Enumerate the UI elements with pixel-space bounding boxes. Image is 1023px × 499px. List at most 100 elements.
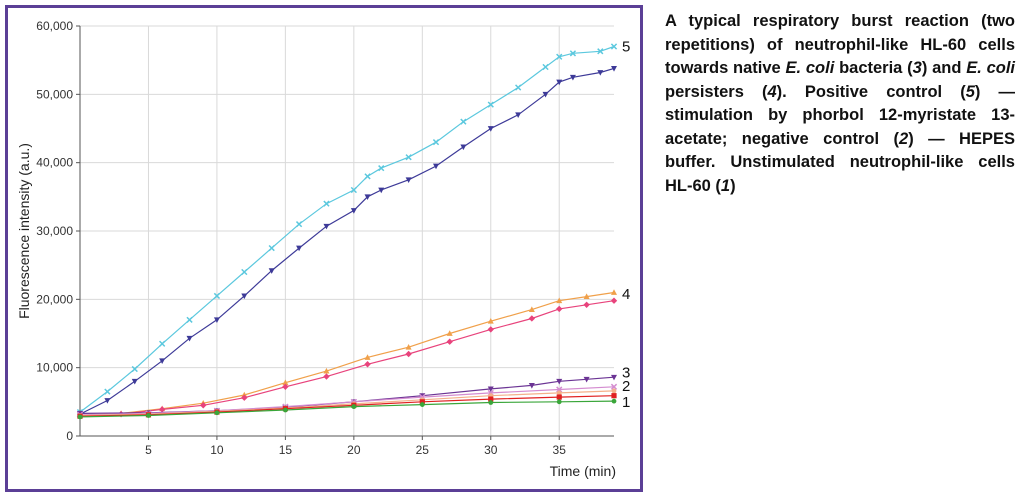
x-tick-label: 5	[145, 443, 152, 457]
data-point	[611, 398, 617, 404]
data-point	[268, 244, 275, 252]
data-point	[542, 63, 549, 71]
caption-text: ) — HEPES buffer. Unstimulated neutrophi…	[665, 129, 1015, 195]
data-point	[405, 343, 412, 350]
fluorescence-chart: 5 10 15 20 25 30 35010,00020,00030,00040,00050…	[16, 19, 630, 479]
data-point	[323, 200, 330, 207]
data-point	[597, 48, 604, 55]
data-point	[610, 383, 618, 390]
series-line	[79, 67, 615, 415]
data-point	[378, 165, 385, 172]
data-point	[528, 383, 535, 389]
x-axis-title: Time (min)	[550, 463, 616, 479]
caption-text: ) and	[921, 59, 967, 77]
caption-text: A typical respiratory burst reaction (tw…	[665, 12, 1015, 77]
y-tick-label: 20,000	[36, 292, 73, 306]
data-point	[282, 379, 289, 386]
caption-text: )	[730, 176, 736, 195]
data-point	[77, 414, 83, 420]
data-point	[241, 394, 248, 401]
data-point	[131, 378, 138, 385]
data-point	[433, 163, 439, 170]
data-point	[556, 79, 563, 86]
x-tick-label: 35	[553, 443, 567, 457]
data-point	[611, 393, 617, 399]
data-point	[419, 402, 425, 407]
series-end-label: 2	[622, 378, 630, 395]
data-point	[296, 245, 303, 252]
y-tick-label: 30,000	[36, 224, 73, 238]
data-point	[515, 84, 522, 91]
data-point	[487, 126, 494, 132]
data-point	[364, 194, 371, 201]
data-point	[611, 374, 617, 381]
data-point	[432, 139, 440, 146]
data-point	[460, 144, 467, 151]
series-line	[79, 390, 615, 417]
x-tick-label: 30	[484, 443, 498, 457]
data-point	[104, 388, 111, 395]
data-point	[350, 208, 357, 214]
data-point	[556, 386, 563, 393]
data-point	[487, 386, 494, 393]
data-point	[569, 74, 576, 81]
data-point	[460, 118, 467, 125]
data-point	[323, 373, 330, 380]
data-point	[446, 330, 453, 336]
x-tick-label: 25	[416, 443, 430, 457]
data-point	[241, 293, 248, 300]
caption-italic-text: 4	[767, 82, 777, 101]
data-point	[556, 399, 562, 405]
data-point	[611, 289, 617, 295]
data-point	[487, 326, 494, 333]
series-line	[79, 376, 615, 414]
data-point	[583, 293, 590, 299]
caption-text: bacteria (	[834, 59, 913, 77]
data-point	[282, 407, 288, 413]
data-point	[611, 388, 617, 394]
caption-italic-text: 3	[912, 59, 922, 77]
series-end-label: 1	[622, 394, 630, 411]
data-point	[488, 400, 494, 405]
data-point	[295, 221, 303, 228]
data-point	[186, 335, 193, 342]
data-point	[405, 177, 412, 183]
data-point	[146, 413, 151, 418]
series-end-label: 4	[622, 286, 630, 303]
data-point	[213, 292, 221, 300]
data-point	[556, 378, 563, 385]
data-point	[323, 223, 330, 230]
data-point	[419, 399, 425, 405]
data-point	[323, 367, 330, 374]
data-point	[378, 187, 385, 194]
series-line	[79, 45, 615, 413]
series-end-label: 3	[622, 364, 630, 381]
caption-text: ). Positive control (	[776, 82, 966, 101]
data-point	[569, 50, 577, 57]
data-point	[487, 101, 494, 108]
y-tick-label: 50,000	[36, 87, 73, 101]
data-point	[186, 316, 193, 323]
data-point	[364, 361, 371, 368]
caption-text: ) — stimulation by phorbol 12-myristate …	[665, 82, 1015, 148]
data-point	[200, 402, 207, 409]
x-tick-label: 15	[279, 443, 293, 457]
data-point	[159, 358, 166, 365]
data-point	[556, 297, 563, 304]
x-tick-label: 10	[210, 443, 224, 457]
data-point	[159, 340, 166, 347]
data-point	[528, 306, 535, 312]
series-end-label: 5	[622, 39, 630, 56]
caption-text: persisters (	[665, 82, 768, 101]
data-point	[405, 350, 412, 358]
caption-italic-text: E. coli	[785, 59, 835, 77]
data-point	[213, 317, 220, 324]
data-point	[104, 398, 111, 404]
data-point	[351, 404, 357, 410]
x-tick-label: 20	[347, 443, 361, 457]
data-point	[364, 354, 371, 360]
data-point	[611, 65, 617, 72]
chart-frame: 5 10 15 20 25 30 35 0 10,000 20,000 30,000 40,000 50…	[5, 5, 643, 492]
data-point	[556, 390, 562, 396]
data-point	[556, 53, 563, 60]
